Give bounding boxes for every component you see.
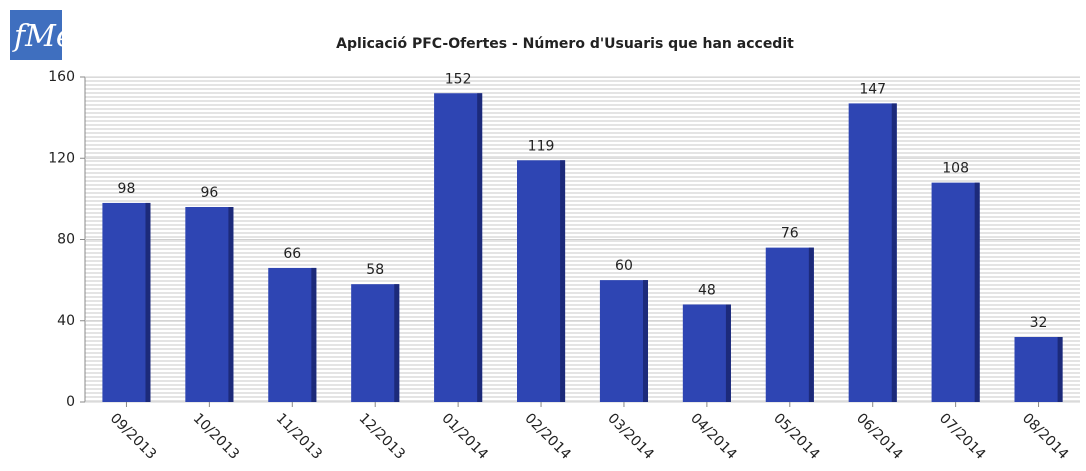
x-tick-label: 02/2014 — [521, 410, 574, 463]
value-label: 98 — [118, 181, 136, 197]
logo: fMe — [10, 10, 74, 60]
y-tick-label: 120 — [48, 150, 75, 166]
x-tick-label: 09/2013 — [107, 410, 159, 462]
bar-side — [145, 202, 151, 402]
bar — [351, 284, 400, 402]
bar — [599, 280, 649, 402]
value-label: 108 — [942, 161, 969, 177]
bar-side — [1057, 337, 1063, 402]
bar — [434, 93, 483, 402]
value-label: 119 — [528, 138, 555, 154]
bar — [516, 160, 566, 402]
logo-text: fMe — [12, 19, 74, 54]
x-tick-label: 11/2013 — [273, 410, 325, 462]
x-tick-label: 01/2014 — [438, 410, 491, 463]
value-label: 48 — [698, 283, 716, 299]
x-tick-label: 06/2014 — [853, 410, 906, 463]
value-label: 152 — [445, 71, 472, 87]
x-tick-label: 03/2014 — [604, 410, 657, 463]
value-label: 76 — [781, 226, 799, 242]
bar-side — [643, 280, 649, 402]
value-label: 96 — [200, 185, 218, 201]
bar-side — [808, 247, 814, 402]
x-tick-label: 12/2013 — [356, 410, 408, 462]
bar-side — [477, 93, 483, 402]
value-label: 66 — [283, 246, 301, 262]
y-tick-label: 40 — [57, 313, 75, 329]
bar-side — [394, 284, 400, 402]
value-label: 58 — [366, 262, 384, 278]
x-tick-label: 04/2014 — [687, 410, 740, 463]
bar — [765, 247, 814, 402]
y-tick-label: 0 — [66, 394, 75, 410]
bar — [185, 207, 234, 402]
bar — [268, 267, 317, 402]
value-label: 147 — [859, 81, 886, 97]
x-tick-label: 10/2013 — [190, 410, 242, 462]
x-tick-label: 05/2014 — [770, 410, 823, 463]
bar-side — [311, 267, 317, 402]
bar-side — [560, 160, 566, 402]
y-tick-label: 80 — [57, 232, 75, 248]
y-tick-label: 160 — [48, 69, 75, 85]
bar — [931, 182, 980, 402]
value-label: 32 — [1030, 315, 1048, 331]
chart-title: Aplicació PFC-Ofertes - Número d'Usuaris… — [336, 36, 794, 52]
x-tick-label: 07/2014 — [936, 410, 989, 463]
bar-side — [725, 304, 731, 402]
value-label: 60 — [615, 258, 633, 274]
logo-box — [10, 10, 62, 60]
bar-side — [228, 207, 234, 402]
bar — [1014, 337, 1063, 402]
bar — [682, 304, 731, 402]
bar-side — [891, 103, 897, 402]
x-tick-label: 08/2014 — [1019, 410, 1072, 463]
bar — [848, 103, 897, 402]
bar — [102, 202, 151, 402]
bar-side — [974, 182, 980, 402]
